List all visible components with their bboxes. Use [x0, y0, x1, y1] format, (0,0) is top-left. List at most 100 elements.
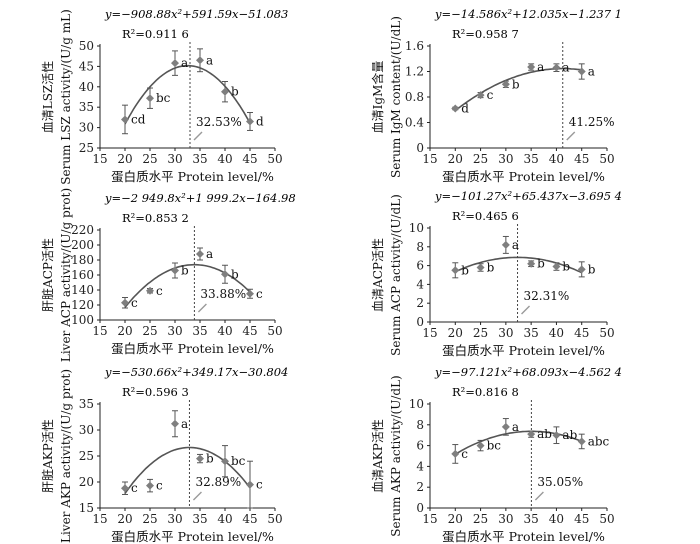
x-tick-label: 15 — [92, 324, 107, 338]
data-point — [527, 430, 536, 439]
optimum-arrow — [197, 303, 207, 313]
significance-letter: a — [588, 65, 595, 79]
x-tick-label: 25 — [142, 512, 157, 526]
data-point — [196, 56, 204, 65]
y-tick-label: 30 — [79, 423, 94, 437]
y-axis-label-cn: 血清AKP活性 — [371, 419, 385, 493]
significance-letter: a — [181, 417, 188, 431]
significance-letter: b — [206, 452, 214, 466]
x-tick-label: 15 — [422, 152, 437, 166]
x-tick-label: 35 — [192, 512, 207, 526]
chart-panel-igm: 15 20 25 30 35 40 45 50 0 0.4 0.8 1.2 1.6 41.25% d c b a a… — [370, 7, 622, 184]
significance-letter: abc — [588, 434, 610, 448]
data-point — [171, 419, 179, 428]
x-tick-label: 20 — [448, 152, 463, 166]
data-point — [196, 454, 204, 463]
significance-letter: c — [156, 284, 163, 298]
x-tick-label: 45 — [242, 324, 257, 338]
x-tick-label: 35 — [524, 512, 539, 526]
significance-letter: c — [131, 481, 138, 495]
y-tick-label: 6 — [416, 439, 424, 453]
x-axis-label: 蛋白质水平 Protein level/% — [442, 529, 605, 544]
significance-letter: a — [206, 247, 213, 261]
y-tick-label: 10 — [409, 221, 424, 235]
r-squared: R²=0.465 6 — [452, 209, 519, 223]
y-tick-label: 220 — [71, 223, 94, 237]
data-point — [476, 263, 485, 272]
data-point — [476, 441, 485, 450]
fit-equation: y=−97.121x²+68.093x−4.562 4 — [434, 365, 622, 379]
data-point — [221, 270, 229, 279]
x-tick-label: 45 — [574, 326, 589, 340]
x-axis-label: 蛋白质水平 Protein level/% — [111, 341, 274, 356]
y-tick-label: 2 — [416, 296, 424, 310]
significance-letter: a — [512, 420, 519, 434]
x-tick-label: 20 — [448, 326, 463, 340]
x-tick-label: 40 — [217, 324, 232, 338]
x-tick-label: 20 — [117, 152, 132, 166]
y-tick-label: 35 — [79, 100, 94, 114]
optimum-arrow — [534, 491, 544, 501]
data-point — [121, 115, 129, 124]
optimum-label: 35.05% — [537, 475, 583, 489]
significance-letter: c — [256, 287, 263, 301]
data-point — [246, 117, 254, 126]
data-point — [577, 265, 586, 274]
optimum-label: 32.53% — [196, 115, 242, 129]
y-tick-label: 45 — [79, 59, 94, 73]
data-point — [146, 481, 154, 490]
r-squared: R²=0.816 8 — [452, 385, 519, 399]
significance-letter: a — [181, 56, 188, 70]
optimum-arrow — [566, 131, 576, 141]
x-tick-label: 25 — [142, 152, 157, 166]
significance-letter: d — [256, 114, 264, 128]
data-point — [221, 87, 229, 96]
optimum-arrow — [192, 491, 202, 501]
y-tick-label: 140 — [71, 283, 94, 297]
data-point — [577, 67, 586, 76]
x-tick-label: 40 — [549, 512, 564, 526]
data-point — [501, 422, 510, 431]
y-tick-label: 10 — [409, 397, 424, 411]
x-tick-label: 20 — [117, 512, 132, 526]
x-tick-label: 15 — [422, 326, 437, 340]
x-tick-label: 35 — [192, 152, 207, 166]
x-tick-label: 15 — [422, 512, 437, 526]
fit-equation: y=−2 949.8x²+1 999.2x−164.98 — [104, 191, 296, 205]
y-axis-label-cn: 血清ACP活性 — [371, 238, 385, 312]
y-tick-label: 1.2 — [405, 65, 424, 79]
data-point — [171, 59, 179, 68]
x-tick-label: 50 — [267, 512, 282, 526]
significance-letter: b — [487, 260, 495, 274]
significance-letter: a — [206, 53, 213, 67]
significance-letter: c — [461, 447, 468, 461]
x-tick-label: 45 — [574, 512, 589, 526]
significance-letter: b — [461, 263, 469, 277]
optimum-label: 32.31% — [524, 289, 570, 303]
x-tick-label: 25 — [473, 512, 488, 526]
fit-curve — [454, 430, 582, 455]
x-tick-label: 20 — [117, 324, 132, 338]
data-point — [451, 104, 460, 113]
data-point — [171, 266, 179, 275]
x-tick-label: 25 — [473, 152, 488, 166]
y-tick-label: 180 — [71, 253, 94, 267]
x-tick-label: 20 — [448, 512, 463, 526]
x-tick-label: 40 — [217, 512, 232, 526]
y-axis-label-cn: 血清LSZ活性 — [41, 61, 55, 134]
x-tick-label: 50 — [599, 326, 614, 340]
data-point — [146, 286, 154, 295]
data-point — [451, 449, 460, 458]
x-tick-label: 40 — [549, 152, 564, 166]
y-axis-label-en: Serum AKP activity/(U/dL) — [389, 375, 403, 536]
y-tick-label: 0 — [416, 501, 424, 515]
y-tick-label: 0 — [416, 141, 424, 155]
data-point — [221, 457, 229, 466]
significance-letter: b — [231, 267, 239, 281]
r-squared: R²=0.596 3 — [122, 385, 189, 399]
fit-curve — [124, 446, 251, 494]
x-tick-label: 50 — [267, 152, 282, 166]
